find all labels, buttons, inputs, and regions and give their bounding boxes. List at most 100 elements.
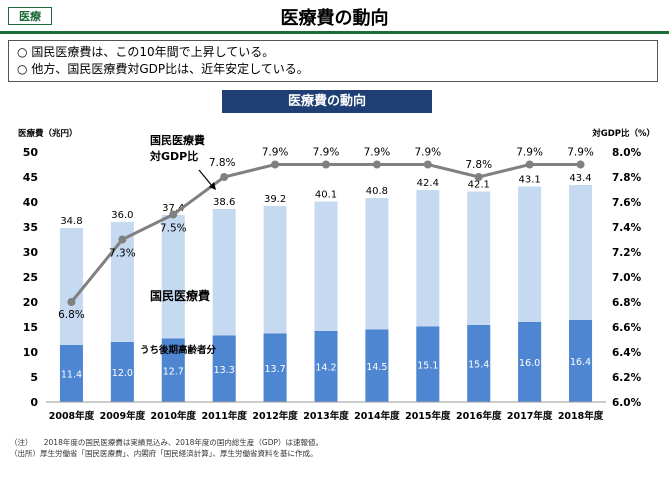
bar-elderly — [110, 342, 134, 402]
bar-total-label: 40.1 — [315, 190, 337, 201]
ratio-series-label: 国民医療費 — [150, 133, 205, 147]
ratio-point — [576, 160, 585, 169]
ratio-label: 6.8% — [58, 309, 85, 321]
x-tick-label: 2018年度 — [558, 410, 604, 422]
page-title: 医療費の動向 — [280, 8, 389, 29]
bullet-icon: ○ — [17, 62, 28, 76]
x-tick-label: 2009年度 — [100, 410, 146, 422]
category-tag: 医療 — [8, 7, 52, 25]
ratio-callout-arrow — [198, 169, 214, 188]
y-tick-right: 6.4% — [612, 347, 642, 359]
x-tick-label: 2017年度 — [507, 410, 553, 422]
y-tick-left: 35 — [23, 221, 38, 234]
bar-elderly-label: 16.4 — [570, 357, 591, 368]
y-tick-right: 6.6% — [612, 322, 642, 334]
ratio-label: 7.9% — [516, 147, 543, 159]
bar-elderly — [314, 331, 338, 402]
bar-elderly — [569, 320, 593, 402]
ratio-label: 7.8% — [465, 159, 492, 171]
bullet-icon: ○ — [17, 45, 28, 59]
bar-elderly-label: 12.0 — [112, 368, 133, 379]
bar-total-label: 39.2 — [264, 194, 286, 205]
y-tick-left: 20 — [23, 296, 39, 309]
x-tick-label: 2015年度 — [405, 410, 451, 422]
chart-banner: 医療費の動向 — [222, 90, 432, 113]
bar-elderly-label: 11.4 — [61, 370, 82, 381]
summary-text-1: 国民医療費は、この10年間で上昇している。 — [31, 45, 275, 59]
bar-elderly-label: 15.4 — [468, 360, 489, 371]
y-tick-right: 6.8% — [612, 297, 642, 309]
title-rule — [0, 31, 669, 34]
bar-elderly-label: 15.1 — [417, 360, 438, 371]
bar-elderly — [518, 322, 542, 402]
ratio-label: 7.3% — [109, 248, 136, 260]
y-tick-right: 6.2% — [612, 372, 642, 384]
bar-elderly — [59, 345, 83, 402]
ratio-label: 7.5% — [160, 223, 187, 235]
y-tick-right: 8.0% — [612, 147, 642, 159]
summary-text-2: 他方、国民医療費対GDP比は、近年安定している。 — [31, 62, 309, 76]
y-tick-left: 5 — [30, 371, 38, 384]
ratio-point — [67, 298, 76, 306]
y-tick-right: 7.4% — [612, 222, 642, 234]
ratio-point — [220, 173, 229, 181]
summary-line-1: ○ 国民医療費は、この10年間で上昇している。 — [17, 44, 649, 61]
ratio-point — [169, 210, 178, 219]
bar-total-label: 38.6 — [213, 197, 235, 208]
bar-elderly — [263, 333, 287, 402]
y-axis-right-title: 対GDP比（%） — [591, 128, 655, 139]
x-tick-label: 2008年度 — [49, 410, 95, 422]
ratio-point — [322, 160, 330, 169]
ratio-label: 7.9% — [414, 147, 441, 159]
y-tick-left: 40 — [23, 196, 39, 209]
bar-total-label: 36.0 — [111, 210, 133, 221]
y-tick-left: 50 — [23, 146, 39, 159]
notes: （注） 2018年度の国民医療費は実績見込み、2018年度の国内総生産（GDP）… — [10, 437, 323, 459]
bar-elderly-label: 12.7 — [163, 366, 184, 377]
y-tick-right: 7.6% — [612, 197, 642, 209]
bar-total-label: 43.1 — [519, 175, 541, 186]
elderly-series-label: うち後期高齢者分 — [140, 344, 217, 356]
ratio-series-label: 対GDP比 — [149, 149, 198, 163]
bar-elderly — [416, 326, 440, 402]
ratio-point — [118, 235, 127, 244]
bar-elderly-label: 16.0 — [519, 358, 540, 369]
bar-total-label: 34.8 — [60, 216, 82, 227]
summary-box: ○ 国民医療費は、この10年間で上昇している。 ○ 他方、国民医療費対GDP比は… — [8, 40, 658, 82]
bar-elderly-label: 14.2 — [315, 363, 336, 374]
y-tick-right: 7.8% — [612, 172, 642, 184]
x-tick-label: 2013年度 — [303, 410, 349, 422]
ratio-label: 7.9% — [364, 147, 391, 159]
y-tick-right: 6.0% — [612, 397, 642, 409]
bar-total-label: 42.4 — [417, 178, 439, 189]
bar-total-label: 40.8 — [366, 186, 388, 197]
note-line: （注） 2018年度の国民医療費は実績見込み、2018年度の国内総生産（GDP）… — [10, 438, 324, 447]
total-series-label: 国民医療費 — [150, 288, 210, 303]
y-tick-right: 7.2% — [612, 247, 642, 259]
bar-elderly-label: 13.3 — [214, 365, 235, 376]
y-tick-right: 7.0% — [612, 272, 642, 284]
bar-elderly — [365, 329, 389, 402]
bar-total-label: 42.1 — [468, 180, 490, 191]
ratio-label: 7.9% — [313, 147, 340, 159]
summary-line-2: ○ 他方、国民医療費対GDP比は、近年安定している。 — [17, 61, 649, 78]
ratio-point — [372, 160, 381, 169]
ratio-point — [271, 160, 280, 169]
y-tick-left: 45 — [23, 171, 38, 184]
x-tick-label: 2014年度 — [354, 410, 400, 422]
bar-total-label: 37.4 — [162, 203, 184, 214]
ratio-point — [474, 173, 483, 181]
bar-elderly-label: 13.7 — [265, 364, 286, 375]
ratio-callout-arrowhead — [209, 182, 216, 190]
y-tick-left: 10 — [23, 346, 39, 359]
ratio-point — [423, 160, 432, 169]
bar-elderly — [161, 338, 185, 402]
ratio-label: 7.9% — [262, 147, 289, 159]
y-tick-left: 25 — [23, 271, 38, 284]
bar-elderly — [467, 325, 491, 402]
x-tick-label: 2016年度 — [456, 410, 502, 422]
y-tick-left: 15 — [23, 321, 38, 334]
ratio-label: 7.8% — [209, 157, 236, 169]
x-tick-label: 2012年度 — [252, 410, 298, 422]
ratio-point — [525, 160, 534, 169]
